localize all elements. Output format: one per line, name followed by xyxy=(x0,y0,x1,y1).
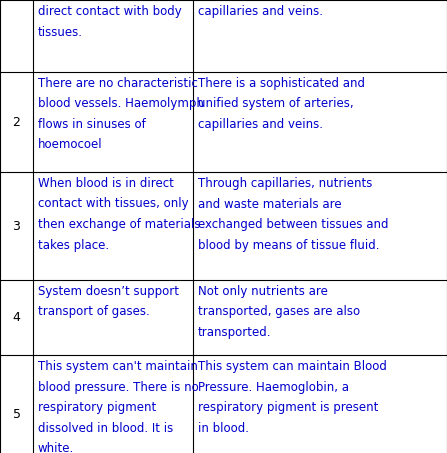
Text: capillaries and veins.: capillaries and veins. xyxy=(198,5,323,18)
Text: When blood is in direct
contact with tissues, only
then exchange of materials
ta: When blood is in direct contact with tis… xyxy=(38,177,201,251)
Text: direct contact with body
tissues.: direct contact with body tissues. xyxy=(38,5,182,39)
Text: There are no characteristic
blood vessels. Haemolymph
flows in sinuses of
hoemoc: There are no characteristic blood vessel… xyxy=(38,77,204,151)
Text: 2: 2 xyxy=(13,116,21,129)
Text: Through capillaries, nutrients
and waste materials are
exchanged between tissues: Through capillaries, nutrients and waste… xyxy=(198,177,388,251)
Text: This system can't maintain
blood pressure. There is no
respiratory pigment
disso: This system can't maintain blood pressur… xyxy=(38,360,199,453)
Text: 5: 5 xyxy=(13,408,21,420)
Text: 4: 4 xyxy=(13,311,21,324)
Text: 3: 3 xyxy=(13,220,21,232)
Text: System doesn’t support
transport of gases.: System doesn’t support transport of gase… xyxy=(38,285,179,318)
Text: This system can maintain Blood
Pressure. Haemoglobin, a
respiratory pigment is p: This system can maintain Blood Pressure.… xyxy=(198,360,387,434)
Text: Not only nutrients are
transported, gases are also
transported.: Not only nutrients are transported, gase… xyxy=(198,285,360,339)
Text: There is a sophisticated and
unified system of arteries,
capillaries and veins.: There is a sophisticated and unified sys… xyxy=(198,77,365,131)
